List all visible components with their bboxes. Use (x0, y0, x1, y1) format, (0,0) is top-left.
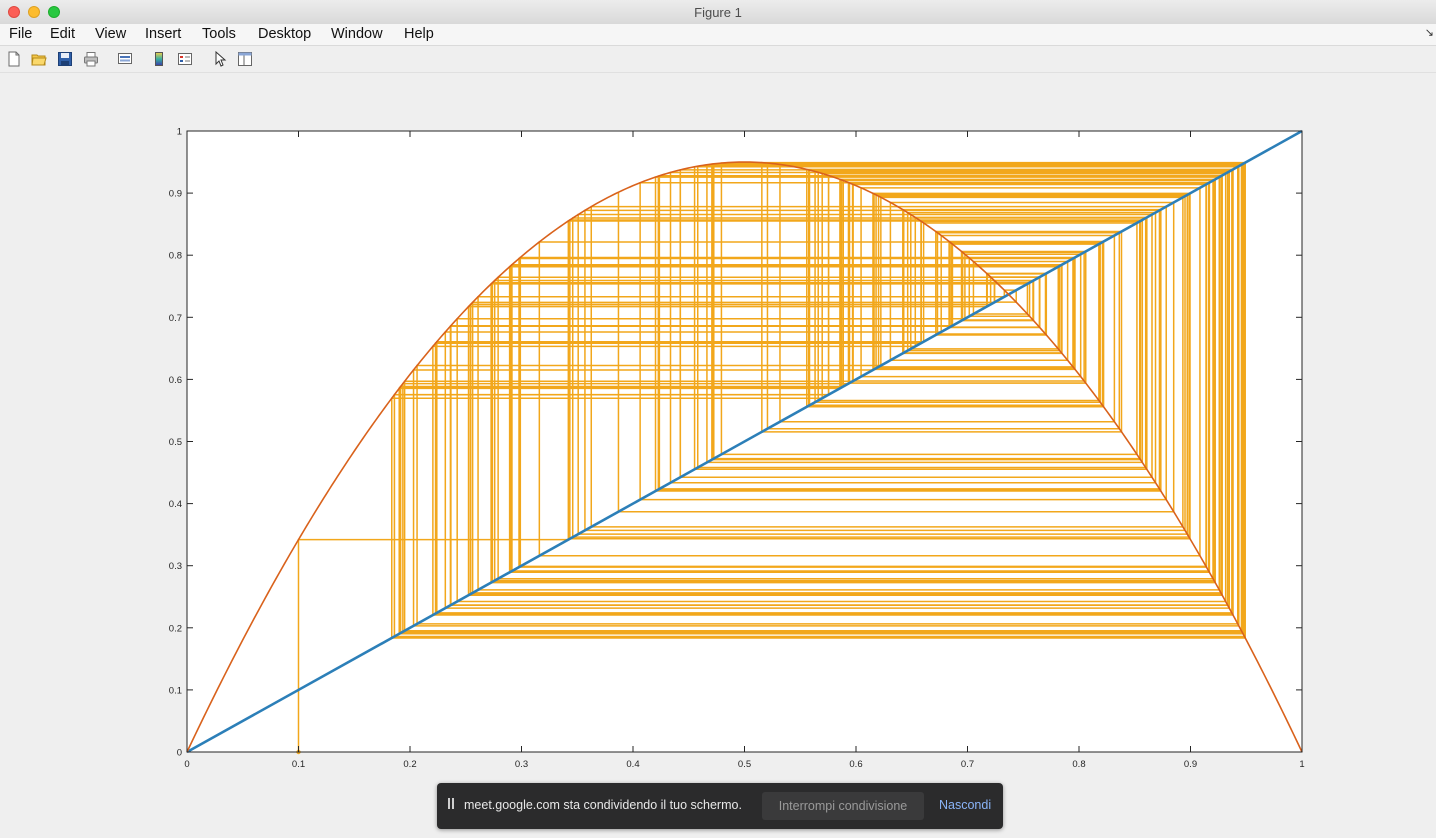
y-tick-label: 0.1 (169, 685, 182, 696)
y-tick-label: 0.6 (169, 375, 182, 386)
new-figure-icon[interactable] (6, 51, 22, 67)
colorbar-icon[interactable] (151, 51, 167, 67)
menu-desktop[interactable]: Desktop (258, 26, 312, 42)
close-window-button[interactable] (8, 6, 20, 18)
x-tick-label: 0.7 (961, 759, 974, 770)
menu-file[interactable]: File (9, 26, 33, 42)
y-tick-label: 0.9 (169, 189, 182, 200)
menu-help[interactable]: Help (404, 26, 434, 42)
menu-overflow-icon[interactable]: ↘ (1424, 27, 1434, 39)
x-tick-label: 0.1 (292, 759, 305, 770)
open-file-icon[interactable] (31, 51, 47, 67)
x-tick-label: 0.6 (849, 759, 862, 770)
cobweb-path (297, 161, 1246, 752)
hide-banner-button[interactable]: Nascondi (939, 798, 992, 812)
minimize-window-button[interactable] (28, 6, 40, 18)
y-tick-label: 0.3 (169, 561, 182, 572)
x-tick-label: 0.4 (626, 759, 639, 770)
stop-sharing-button[interactable]: Interrompi condivisione (762, 792, 924, 820)
window-titlebar: Figure 1 (0, 0, 1436, 25)
x-tick-label: 1 (1299, 759, 1304, 770)
property-editor-icon[interactable] (237, 51, 253, 67)
figure-toolbar (0, 46, 1436, 73)
print-icon[interactable] (83, 51, 99, 67)
x-tick-label: 0.9 (1184, 759, 1197, 770)
share-message: meet.google.com sta condividendo il tuo … (464, 798, 742, 812)
y-tick-label: 0.5 (169, 437, 182, 448)
legend-icon[interactable] (177, 51, 193, 67)
window-title: Figure 1 (694, 5, 742, 20)
cobweb-chart[interactable]: 0 0.1 0.2 0.3 0.4 0.5 0.6 0.7 0.8 0.9 1 0 0.1 0.2 0.3 0… (0, 73, 1436, 833)
y-tick-label: 0.2 (169, 623, 182, 634)
edit-plot-pointer-icon[interactable] (212, 51, 228, 67)
menu-insert[interactable]: Insert (145, 26, 182, 42)
axis-ticks: 0 0.1 0.2 0.3 0.4 0.5 0.6 0.7 0.8 0.9 1 0 0.1 0.2 0.3 0… (169, 127, 1305, 771)
y-tick-label: 0.8 (169, 251, 182, 262)
y-tick-label: 0.4 (169, 499, 182, 510)
x-tick-label: 0.5 (738, 759, 751, 770)
menu-edit[interactable]: Edit (50, 26, 75, 42)
screen-share-banner: meet.google.com sta condividendo il tuo … (437, 783, 1003, 829)
logistic-curve-series (186, 161, 1303, 753)
menu-view[interactable]: View (95, 26, 127, 42)
menu-bar: File Edit View Insert Tools Desktop Wind… (0, 24, 1436, 46)
maximize-window-button[interactable] (48, 6, 60, 18)
x-tick-label: 0.2 (403, 759, 416, 770)
x-tick-label: 0.8 (1072, 759, 1085, 770)
figure-canvas: 0 0.1 0.2 0.3 0.4 0.5 0.6 0.7 0.8 0.9 1 0 0.1 0.2 0.3 0… (0, 73, 1436, 833)
save-icon[interactable] (57, 51, 73, 67)
y-tick-label: 0.7 (169, 313, 182, 324)
y-tick-label: 0 (177, 748, 182, 759)
identity-line-series (186, 129, 1303, 754)
menu-window[interactable]: Window (331, 26, 383, 42)
x-tick-label: 0 (184, 759, 189, 770)
menu-tools[interactable]: Tools (202, 26, 236, 42)
y-tick-label: 1 (177, 127, 182, 138)
pause-icon (448, 798, 456, 810)
cobweb-series (297, 161, 1246, 752)
link-plot-icon[interactable] (117, 51, 133, 67)
x-tick-label: 0.3 (515, 759, 528, 770)
